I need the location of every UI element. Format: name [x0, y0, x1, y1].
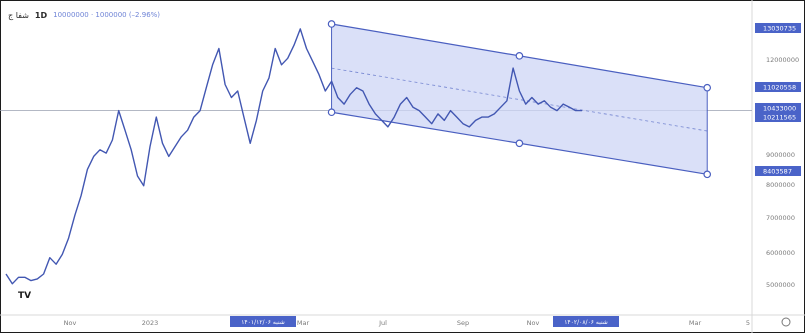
date-badge	[553, 316, 619, 327]
price-badge	[755, 166, 801, 176]
y-tick-label: 7000000	[766, 214, 795, 222]
y-tick-label: 8000000	[766, 181, 795, 189]
x-tick-label: Sep	[457, 319, 469, 327]
price-badge-label: 13030735	[763, 25, 796, 33]
channel-handle[interactable]	[703, 170, 712, 179]
channel-handle[interactable]	[327, 20, 336, 28]
date-badge-label: ۱۴۰۲/۰۸/۰۶ شنبه	[564, 319, 608, 326]
price-series-line	[5, 28, 582, 285]
price-badge	[755, 82, 801, 92]
tradingview-logo: TV	[18, 291, 31, 301]
x-tick-label: Mar	[689, 319, 702, 327]
channel-handle[interactable]	[515, 139, 524, 148]
x-tick-label: 5	[746, 319, 750, 327]
price-badge-label: 10433000	[763, 105, 796, 113]
y-tick-label: 5000000	[766, 281, 795, 289]
x-tick-label: Mar	[297, 319, 310, 327]
y-tick-label: 12000000	[766, 56, 799, 64]
price-badge	[755, 112, 801, 122]
y-tick-label: 9000000	[766, 151, 795, 159]
date-badge-label: ۱۴۰۱/۱۲/۰۶ شنبه	[241, 319, 285, 326]
x-tick-label: 2023	[142, 319, 159, 327]
x-tick-label: Nov	[64, 319, 77, 327]
y-tick-label: 6000000	[766, 249, 795, 257]
date-badge	[230, 316, 296, 327]
chart-header: شفا ج 1D 10000000 · 1000000 (–2.96%)	[8, 8, 160, 22]
x-tick-label: Nov	[527, 319, 540, 327]
timeframe-label[interactable]: 1D	[34, 10, 48, 20]
channel-handle[interactable]	[703, 83, 712, 92]
x-tick-label: Jul	[378, 319, 387, 327]
symbol-label[interactable]: شفا ج	[8, 10, 29, 20]
price-badge-label: 11020558	[763, 84, 796, 92]
channel-fill	[331, 23, 708, 175]
price-badge	[755, 103, 801, 113]
channel-handle[interactable]	[327, 108, 336, 117]
channel-handle[interactable]	[515, 52, 524, 60]
price-badge-label: 8403587	[763, 168, 792, 176]
settings-gear-icon[interactable]	[781, 317, 791, 327]
price-badge	[755, 23, 801, 33]
ohlc-values: 10000000 · 1000000 (–2.96%)	[53, 11, 161, 19]
price-badge-label: 10211565	[763, 114, 796, 122]
